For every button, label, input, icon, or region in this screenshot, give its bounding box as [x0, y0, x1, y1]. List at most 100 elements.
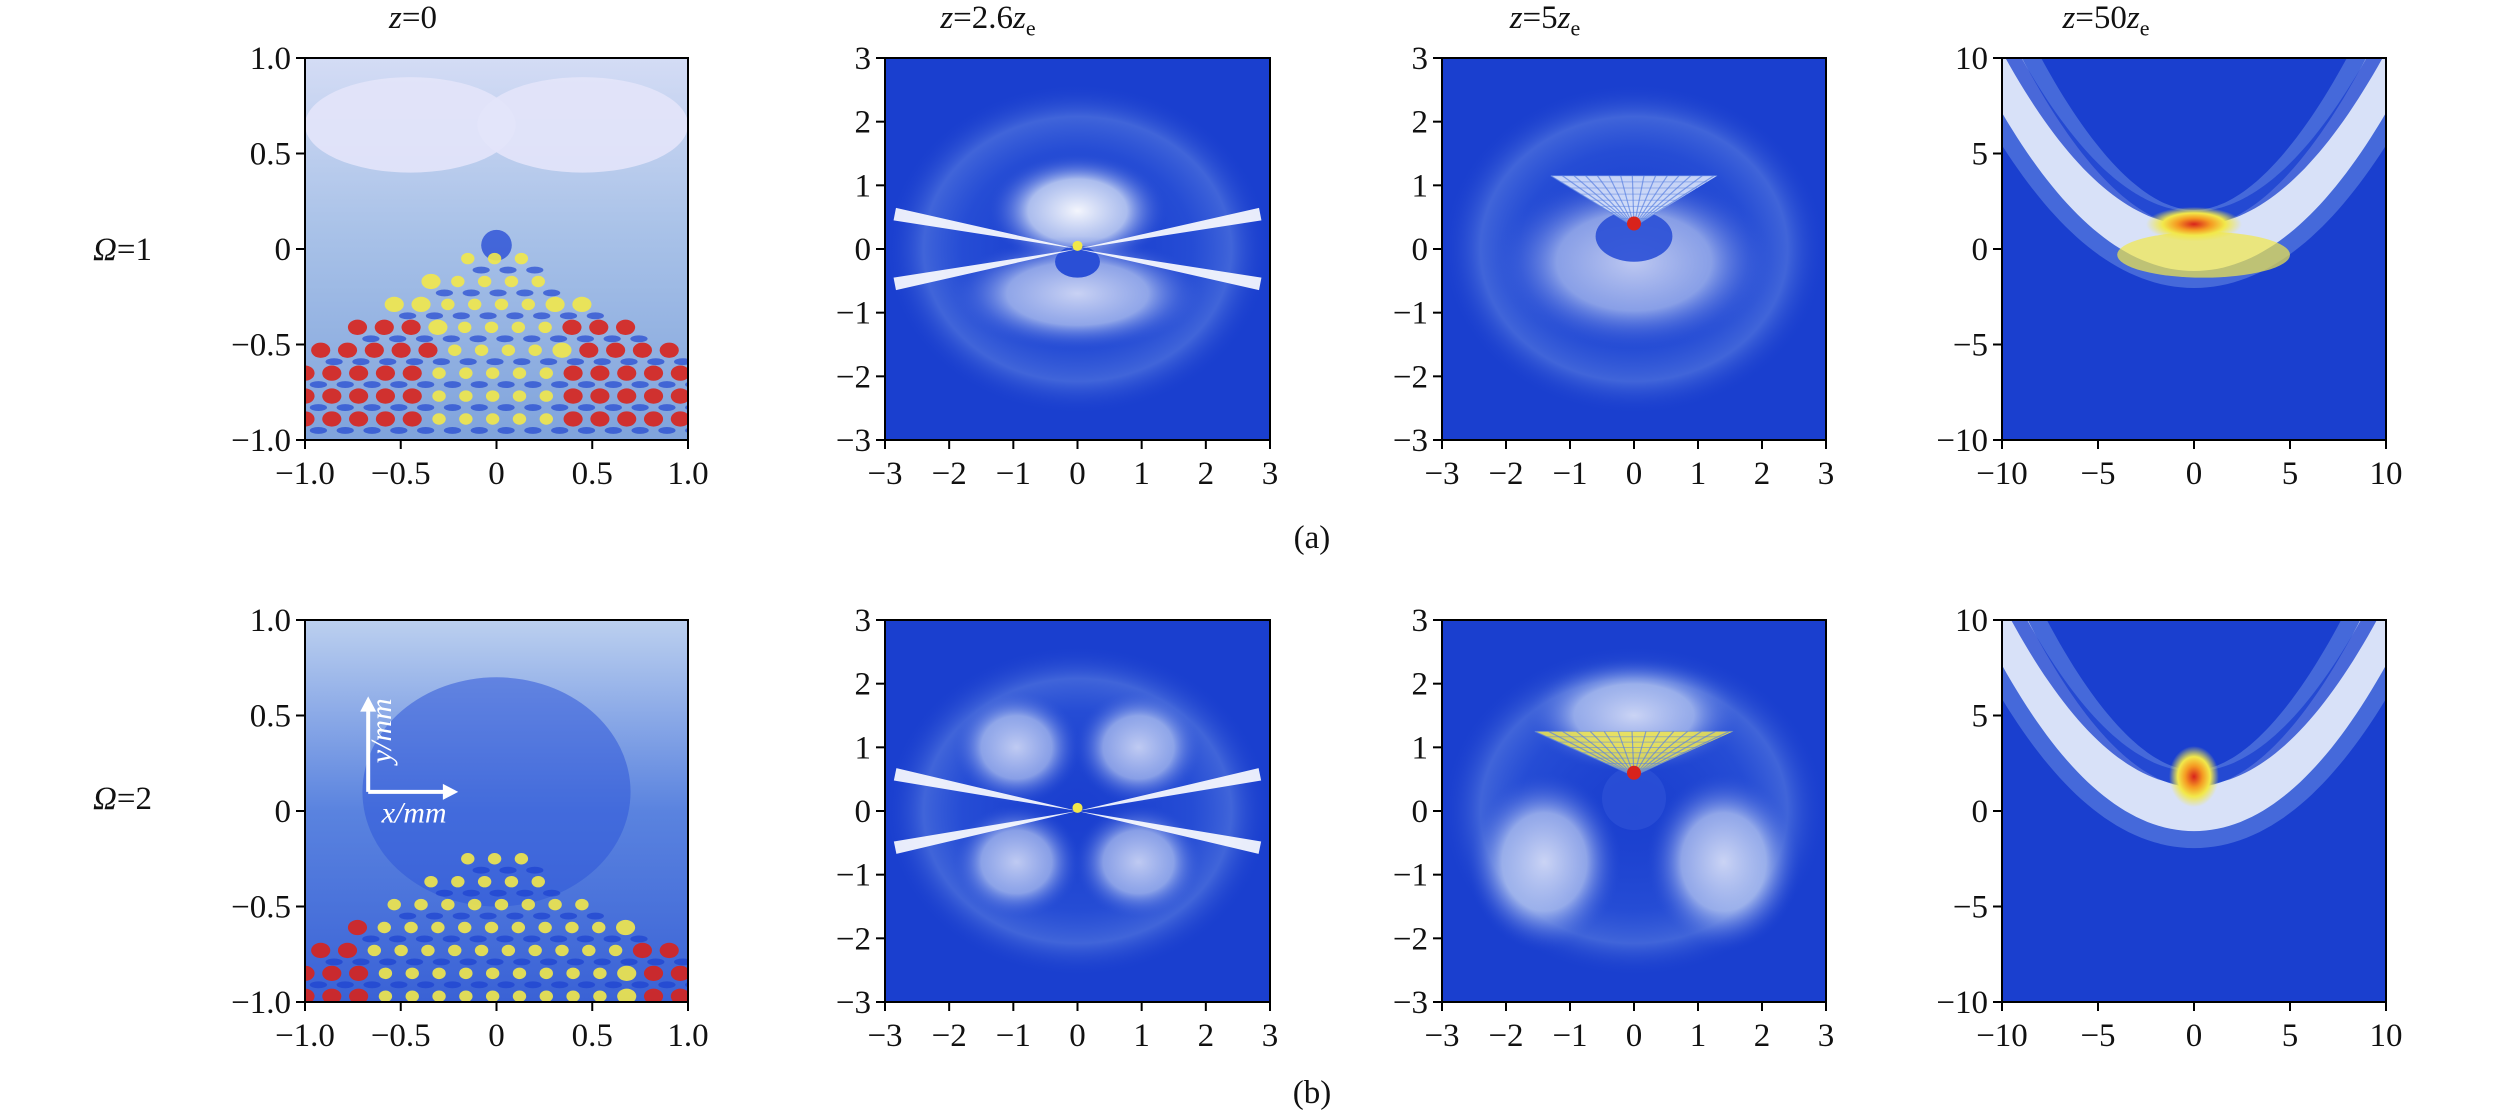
lobe [952, 804, 1081, 920]
column-title-3: z=5ze [1509, 0, 1581, 41]
heatmap-field [2002, 620, 2386, 1002]
lobe [1074, 804, 1203, 920]
y-tick-label: 0.5 [250, 137, 291, 173]
panel-r2-c3: −3 −2 −1 0 1 2 3 −3 −2 −1 0 1 2 3 [1393, 603, 1834, 1054]
y-tick-label: −0.5 [231, 328, 291, 364]
x-tick-label: 1 [1133, 1018, 1150, 1054]
x-tick-label: 3 [1262, 1018, 1279, 1054]
dark-core [1055, 245, 1100, 278]
y-tick-label: 0 [1972, 232, 1989, 268]
x-tick-label: 2 [1198, 456, 1215, 492]
y-tick-label: −5 [1953, 890, 1988, 926]
y-tick-label: 2 [1412, 667, 1429, 703]
y-tick-label: −10 [1936, 985, 1988, 1021]
heatmap-field [2002, 58, 2386, 440]
heatmap-field: y/mmx/mm [305, 620, 688, 1002]
lobe [952, 690, 1081, 805]
y-tick-label: 2 [855, 667, 872, 703]
x-tick-label: 0 [1626, 456, 1643, 492]
x-tick-label: 1 [1133, 456, 1150, 492]
y-tick-label: 0 [275, 794, 292, 830]
y-tick-label: 3 [1412, 603, 1429, 639]
x-tick-label: 0 [488, 456, 505, 492]
x-tick-label: 1 [1690, 456, 1707, 492]
y-tick-label: −1.0 [231, 985, 291, 1021]
x-tick-label: −5 [2080, 1018, 2115, 1054]
focus [1072, 240, 1083, 251]
x-tick-label: 3 [1818, 456, 1835, 492]
heatmap-field [1442, 58, 1826, 440]
caption-a: (a) [1293, 520, 1331, 556]
x-tick-label: −3 [867, 1018, 902, 1054]
y-tick-label: 1 [855, 168, 872, 204]
peak [1627, 765, 1641, 780]
y-tick-label: −1 [1393, 858, 1428, 894]
y-tick-label: 0 [855, 232, 872, 268]
x-tick-label: −1 [1552, 456, 1587, 492]
dark-spot [481, 229, 512, 261]
y-tick-label: 3 [855, 41, 872, 77]
lower-lobe [949, 236, 1206, 351]
x-tick-label: −1.0 [275, 456, 335, 492]
y-tick-label: −3 [1393, 423, 1428, 459]
x-tick-label: 0 [488, 1018, 505, 1054]
y-tick-label: 5 [1972, 137, 1989, 173]
x-tick-label: −2 [932, 456, 967, 492]
y-tick-label: 2 [855, 105, 872, 141]
y-tick-label: 5 [1972, 699, 1989, 735]
dark-region [362, 677, 631, 907]
x-tick-label: 0.5 [572, 1018, 613, 1054]
y-tick-label: 1 [855, 730, 872, 766]
x-tick-label: −2 [932, 1018, 967, 1054]
panel-r2-c1: y/mmx/mm −1.0 −0.5 0 0.5 1.0 −1.0 −0.5 0 0.5 1.0 [231, 603, 709, 1054]
inset-y-arrowhead [360, 696, 377, 712]
y-tick-label: 1.0 [250, 603, 291, 639]
y-tick-label: 1 [1412, 168, 1429, 204]
y-tick-label: 1 [1412, 730, 1429, 766]
peak [2146, 206, 2242, 242]
inset-x-arrowhead [442, 783, 459, 800]
y-tick-label: −1 [836, 296, 871, 332]
column-title-2: z=2.6ze [940, 0, 1036, 41]
column-title-1: z=0 [389, 0, 437, 36]
x-tick-label: 10 [2370, 1018, 2403, 1054]
y-tick-label: −3 [1393, 985, 1428, 1021]
yellow-band [2117, 231, 2291, 278]
panel-r1-c3: −3 −2 −1 0 1 2 3 −3 −2 −1 0 1 2 3 [1393, 41, 1834, 492]
x-tick-label: −1 [996, 1018, 1031, 1054]
y-tick-label: 3 [855, 603, 872, 639]
x-tick-label: −3 [867, 456, 902, 492]
y-tick-label: 10 [1955, 41, 1988, 77]
y-tick-label: 0 [275, 232, 292, 268]
interference-fan [1534, 730, 1734, 777]
lobe [305, 77, 516, 173]
x-tick-label: 0.5 [572, 456, 613, 492]
focus [1072, 802, 1083, 813]
x-tick-label: −10 [1976, 1018, 2028, 1054]
y-tick-label: −3 [836, 423, 871, 459]
x-tick-label: 3 [1262, 456, 1279, 492]
y-tick-label: 10 [1955, 603, 1988, 639]
interference-lattice [305, 853, 688, 1002]
row-label-omega-2: Ω=2 [93, 781, 152, 817]
y-tick-label: 0.5 [250, 699, 291, 735]
peak [2169, 746, 2219, 808]
y-tick-label: 0 [1412, 794, 1429, 830]
caption-b: (b) [1292, 1075, 1332, 1111]
panel-r1-c4: −10 −5 0 5 10 −10 −5 0 5 10 [1936, 41, 2402, 492]
x-tick-label: −0.5 [371, 456, 431, 492]
x-tick-label: −1 [1552, 1018, 1587, 1054]
x-tick-label: 1.0 [667, 456, 708, 492]
panel-r2-c2: −3 −2 −1 0 1 2 3 −3 −2 −1 0 1 2 3 [836, 603, 1278, 1054]
y-tick-label: −2 [836, 921, 871, 957]
peak [1627, 216, 1641, 231]
x-tick-label: −1.0 [275, 1018, 335, 1054]
panel-r2-c4: −10 −5 0 5 10 −10 −5 0 5 10 [1936, 603, 2403, 1054]
y-tick-label: −1 [836, 858, 871, 894]
x-tick-label: −2 [1488, 1018, 1523, 1054]
x-tick-label: 0 [1626, 1018, 1643, 1054]
interference-lattice [305, 252, 688, 434]
lobe [1074, 690, 1203, 805]
